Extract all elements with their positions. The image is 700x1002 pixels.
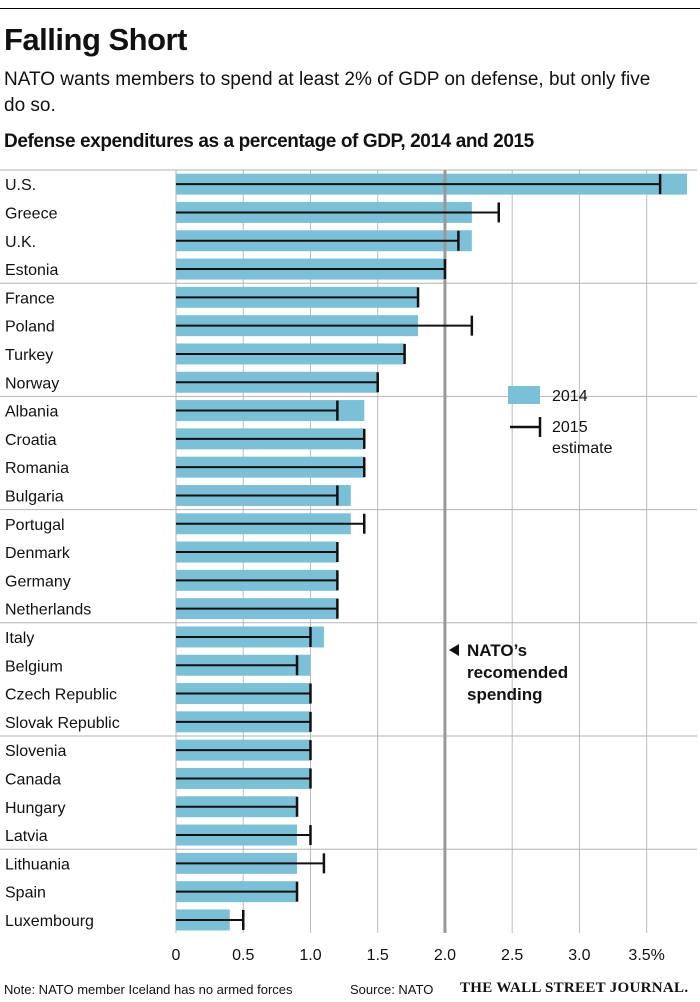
group-separators bbox=[0, 169, 697, 933]
legend-label-2015: 2015 bbox=[552, 419, 588, 436]
country-label: Norway bbox=[5, 375, 59, 392]
bar-chart: U.S. Greece U.K. Estonia France Poland Turkey N… bbox=[0, 169, 697, 964]
country-label: Denmark bbox=[5, 545, 71, 562]
country-label: Portugal bbox=[5, 517, 65, 534]
country-label: Germany bbox=[5, 573, 71, 590]
annotation-line-1: NATO’s bbox=[467, 641, 527, 660]
country-label: Canada bbox=[5, 771, 61, 788]
chart-title: Defense expenditures as a percentage of … bbox=[4, 131, 534, 152]
legend-swatch-2014 bbox=[508, 386, 540, 404]
country-label: Bulgaria bbox=[5, 488, 64, 505]
country-label: Czech Republic bbox=[5, 687, 117, 704]
x-tick-label: 1.5 bbox=[367, 947, 389, 964]
x-tick-label: 2.0 bbox=[434, 947, 456, 964]
legend: 2014 2015 estimate bbox=[508, 386, 613, 457]
subtitle: NATO wants members to spend at least 2% … bbox=[4, 69, 651, 116]
country-label: Estonia bbox=[5, 262, 58, 279]
x-axis-ticks: 0 0.5 1.0 1.5 2.0 2.5 3.0 3.5% bbox=[172, 947, 665, 964]
country-label: Greece bbox=[5, 205, 58, 222]
country-label: Romania bbox=[5, 460, 69, 477]
estimates-2015 bbox=[176, 174, 662, 930]
x-tick-label: 0.5 bbox=[232, 947, 254, 964]
country-label: Slovenia bbox=[5, 743, 66, 760]
annotation-arrow-icon bbox=[449, 644, 459, 656]
country-label: Albania bbox=[5, 404, 58, 421]
x-tick-label: 2.5 bbox=[501, 947, 523, 964]
country-label: Croatia bbox=[5, 432, 57, 449]
country-label: Spain bbox=[5, 885, 46, 902]
country-labels: U.S. Greece U.K. Estonia France Poland Turkey N… bbox=[5, 177, 120, 930]
country-label: Netherlands bbox=[5, 602, 91, 619]
country-label: France bbox=[5, 290, 55, 307]
country-label: U.S. bbox=[5, 177, 36, 194]
country-label: Lithuania bbox=[5, 856, 70, 873]
x-tick-label: 1.0 bbox=[299, 947, 321, 964]
wsj-logo: THE WALL STREET JOURNAL. bbox=[460, 980, 689, 996]
country-label: Turkey bbox=[5, 347, 53, 364]
legend-label-2014: 2014 bbox=[552, 388, 588, 405]
reference-annotation: NATO’s recomended spending bbox=[449, 641, 568, 704]
country-label: Poland bbox=[5, 319, 55, 336]
country-label: Slovak Republic bbox=[5, 715, 120, 732]
country-label: U.K. bbox=[5, 234, 36, 251]
country-label: Luxembourg bbox=[5, 913, 94, 930]
footer-note: Note: NATO member Iceland has no armed f… bbox=[4, 982, 293, 997]
country-label: Belgium bbox=[5, 658, 63, 675]
annotation-line-3: spending bbox=[467, 685, 543, 704]
x-tick-label: 3.0 bbox=[568, 947, 590, 964]
legend-label-estimate: estimate bbox=[552, 440, 613, 457]
country-label: Italy bbox=[5, 630, 34, 647]
footer-source: Source: NATO bbox=[350, 982, 434, 997]
country-label: Hungary bbox=[5, 800, 65, 817]
top-rule bbox=[0, 8, 700, 9]
annotation-line-2: recomended bbox=[467, 663, 568, 682]
country-label: Latvia bbox=[5, 828, 48, 845]
page-title: Falling Short bbox=[4, 22, 187, 57]
x-tick-label: 0 bbox=[172, 947, 181, 964]
x-tick-label: 3.5% bbox=[628, 947, 664, 964]
